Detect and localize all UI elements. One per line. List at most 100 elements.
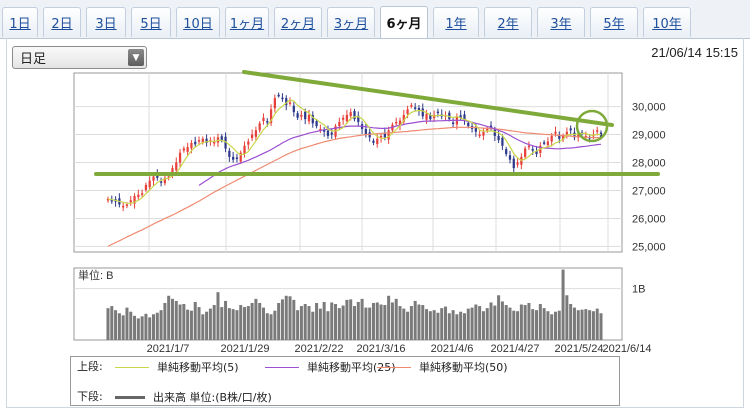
candle-body <box>273 98 276 109</box>
volume-bar <box>489 302 493 340</box>
tab-3日[interactable]: 3日 <box>86 7 126 37</box>
tab-3ヶ月[interactable]: 3ヶ月 <box>327 7 375 37</box>
x-tick-label: 2021/1/7 <box>147 343 190 355</box>
candle-body <box>489 125 493 128</box>
ma5-line-icon <box>115 366 149 368</box>
tab-5日[interactable]: 5日 <box>131 7 171 37</box>
tab-10日[interactable]: 10日 <box>176 7 220 37</box>
y-tick-label: 25,000 <box>632 241 666 253</box>
volume-bar <box>243 307 247 340</box>
volume-bar <box>356 301 360 340</box>
candle-body <box>167 176 170 178</box>
volume-bar <box>178 304 182 340</box>
candle-body <box>239 152 242 162</box>
x-tick-label: 2021/1/29 <box>221 343 270 355</box>
tab-6ヶ月[interactable]: 6ヶ月 <box>380 6 428 38</box>
candle-body <box>410 105 413 107</box>
legend-ma25: 単純移動平均(25) <box>265 359 396 375</box>
candle-body <box>141 193 144 195</box>
candle-body <box>285 98 288 106</box>
candle-body <box>508 155 512 160</box>
candle-body <box>110 199 113 202</box>
volume-bar <box>394 298 398 340</box>
volume-bar <box>337 308 341 340</box>
candle-body <box>186 147 189 152</box>
volume-bar <box>307 306 311 340</box>
volume-bar <box>447 313 451 340</box>
candle-body <box>213 141 216 144</box>
candle-body <box>163 177 167 184</box>
volume-bar <box>280 299 284 340</box>
candle-body <box>292 105 295 113</box>
candle-body <box>106 198 110 201</box>
candle-body <box>467 122 470 127</box>
candle-period-select[interactable]: 日足 ▼ <box>12 46 147 69</box>
tab-1年[interactable]: 1年 <box>433 7 479 37</box>
volume-bar <box>519 304 523 340</box>
candle-body <box>558 135 561 139</box>
candle-body <box>459 115 462 118</box>
candle-body <box>451 122 455 125</box>
x-tick-label: 2021/2/22 <box>295 343 344 355</box>
volume-bar <box>197 307 201 340</box>
volume-bar <box>444 306 448 340</box>
candle-body <box>194 141 197 145</box>
chevron-down-icon[interactable]: ▼ <box>128 49 144 66</box>
volume-bar <box>296 310 300 340</box>
volume-bar <box>273 310 277 340</box>
ma25-line-icon <box>265 366 299 368</box>
volume-bar <box>258 302 262 340</box>
tab-3年[interactable]: 3年 <box>537 7 585 37</box>
tab-2ヶ月[interactable]: 2ヶ月 <box>274 7 322 37</box>
volume-bar <box>485 308 489 340</box>
volume-bar <box>595 308 599 340</box>
volume-bar <box>572 307 576 340</box>
volume-bar <box>140 316 144 340</box>
candle-body <box>474 126 477 132</box>
candle-body <box>349 112 352 117</box>
volume-bar <box>565 295 569 340</box>
volume-bar <box>588 310 592 340</box>
candle-body <box>326 130 330 136</box>
tab-5年[interactable]: 5年 <box>590 7 638 37</box>
volume-bar <box>155 312 159 340</box>
candle-body <box>266 121 269 123</box>
volume-bar <box>459 311 463 340</box>
volume-bar <box>360 298 364 340</box>
tab-1ヶ月[interactable]: 1ヶ月 <box>225 7 269 37</box>
candle-body <box>596 130 599 132</box>
volume-unit-label: 単位: B <box>78 268 113 282</box>
candle-body <box>243 145 246 154</box>
tab-2日[interactable]: 2日 <box>43 7 81 37</box>
candle-body <box>341 117 345 120</box>
candle-body <box>569 128 572 131</box>
volume-bar <box>371 302 375 340</box>
volume-bar <box>436 312 440 340</box>
candle-body <box>281 97 284 100</box>
volume-bar <box>349 299 353 340</box>
candle-body <box>429 114 432 120</box>
volume-bar <box>303 304 307 340</box>
tab-1日[interactable]: 1日 <box>2 7 38 37</box>
volume-bar <box>208 308 212 340</box>
candle-body <box>493 129 496 136</box>
candle-body <box>398 120 402 126</box>
candle-body <box>524 148 527 157</box>
tab-2年[interactable]: 2年 <box>484 7 532 37</box>
x-tick-label: 2021/4/6 <box>431 343 474 355</box>
volume-bar <box>542 308 546 340</box>
x-tick-label: 2021/6/14 <box>603 343 652 355</box>
volume-bar <box>231 309 235 340</box>
volume-bar <box>538 304 542 340</box>
volume-bar <box>250 302 254 340</box>
volume-bar <box>546 311 550 340</box>
candle-body <box>546 141 550 146</box>
candle-body <box>512 158 515 169</box>
volume-bar <box>224 300 228 340</box>
volume-bar <box>189 310 193 340</box>
candle-body <box>254 130 258 137</box>
tab-10年[interactable]: 10年 <box>643 7 691 37</box>
candle-body <box>561 135 565 140</box>
candle-body <box>421 108 424 117</box>
volume-bar <box>239 305 243 340</box>
